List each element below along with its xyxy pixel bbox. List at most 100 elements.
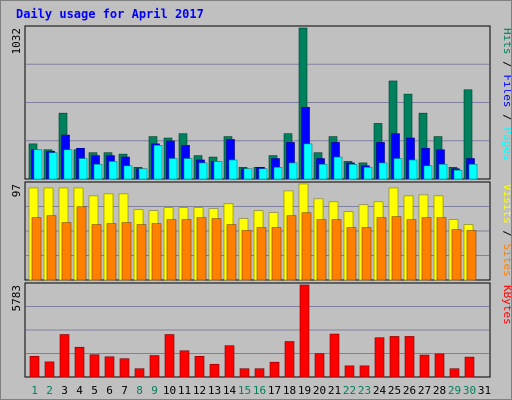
x-tick-day-24: 24 [373,384,387,397]
bar-kbytes-day-23 [359,365,370,378]
bar-kbytes-day-14 [224,345,235,378]
x-tick-day-9: 9 [151,384,158,397]
bar-pages-day-2 [48,152,58,180]
x-tick-day-23: 23 [358,384,371,397]
bar-pages-day-20 [318,164,328,180]
bar-sites-day-26 [406,219,417,281]
bar-pages-day-9 [153,145,163,180]
x-tick-day-14: 14 [223,384,237,397]
bar-pages-day-27 [423,165,433,180]
bar-kbytes-day-25 [389,336,400,378]
bar-pages-day-28 [438,164,448,180]
x-tick-day-6: 6 [106,384,113,397]
side-legend: Visits / Sites [501,184,511,277]
legend-sites: Sites [501,244,511,277]
bar-pages-day-24 [378,162,388,180]
x-tick-day-31: 31 [478,384,491,397]
bar-sites-day-6 [106,223,117,281]
x-tick-day-12: 12 [193,384,206,397]
bar-sites-day-28 [436,217,447,281]
bar-sites-day-16 [256,227,267,281]
bar-pages-day-16 [258,168,268,180]
bar-sites-day-1 [31,217,42,281]
bar-kbytes-day-3 [59,334,70,378]
bar-kbytes-day-5 [89,354,100,378]
legend-hits: Hits [501,28,511,55]
bar-sites-day-25 [391,216,402,281]
x-tick-day-30: 30 [463,384,476,397]
bar-pages-day-8 [138,168,148,180]
bar-sites-day-29 [451,229,462,281]
bar-sites-day-18 [286,215,297,281]
bar-pages-day-15 [243,168,253,180]
x-tick-day-2: 2 [46,384,53,397]
bar-pages-day-12 [198,162,208,180]
bar-sites-day-13 [211,218,222,281]
bar-sites-day-19 [301,212,312,281]
bar-sites-day-23 [361,227,372,281]
bar-kbytes-day-2 [44,361,55,378]
bar-kbytes-day-29 [449,368,460,378]
bar-sites-day-17 [271,227,282,281]
bar-pages-day-10 [168,158,178,180]
bar-sites-day-12 [196,217,207,281]
bar-sites-day-22 [346,227,357,281]
x-tick-day-5: 5 [91,384,98,397]
x-tick-day-11: 11 [178,384,191,397]
bar-kbytes-day-28 [434,353,445,378]
side-legend: KBytes [501,285,511,325]
axis-max-label: 1032 [10,28,23,55]
bar-kbytes-day-10 [164,334,175,378]
x-tick-day-15: 15 [238,384,251,397]
bar-pages-day-18 [288,162,298,180]
x-tick-day-21: 21 [328,384,341,397]
x-tick-day-22: 22 [343,384,356,397]
x-tick-day-16: 16 [253,384,266,397]
bar-kbytes-day-12 [194,356,205,378]
axis-max-label: 97 [10,184,23,197]
x-tick-day-10: 10 [163,384,176,397]
legend-separator: / [501,55,511,75]
x-tick-day-25: 25 [388,384,401,397]
x-tick-day-1: 1 [31,384,38,397]
bar-pages-day-25 [393,158,403,180]
bar-kbytes-day-6 [104,356,115,378]
bar-pages-day-1 [33,149,43,180]
legend-separator: / [501,224,511,244]
bar-kbytes-day-19 [299,284,310,378]
bar-kbytes-day-16 [254,368,265,378]
legend-files: Files [501,74,511,107]
bar-kbytes-day-26 [404,336,415,378]
bar-pages-day-26 [408,159,418,180]
bar-pages-day-23 [363,166,373,180]
x-tick-day-8: 8 [136,384,143,397]
legend-kbytes: KBytes [501,285,511,325]
chart-title: Daily usage for April 2017 [16,7,204,21]
x-tick-day-7: 7 [121,384,128,397]
bar-kbytes-day-20 [314,353,325,378]
bar-pages-day-17 [273,166,283,180]
x-tick-day-18: 18 [283,384,296,397]
bar-kbytes-day-21 [329,333,340,378]
bar-sites-day-15 [241,230,252,281]
x-tick-day-26: 26 [403,384,416,397]
bar-sites-day-14 [226,224,237,281]
bar-sites-day-2 [46,215,57,281]
bar-sites-day-27 [421,217,432,281]
x-tick-day-19: 19 [298,384,311,397]
bar-pages-day-4 [78,158,88,180]
bar-pages-day-3 [63,149,73,180]
x-tick-day-28: 28 [433,384,446,397]
bar-sites-day-4 [76,206,87,281]
bar-pages-day-11 [183,158,193,180]
bar-pages-day-13 [213,161,223,180]
legend-visits: Visits [501,184,511,224]
bar-pages-day-30 [468,164,478,180]
axis-max-label: 5783 [10,285,23,312]
bar-sites-day-30 [466,230,477,281]
bar-sites-day-5 [91,224,102,281]
x-tick-day-27: 27 [418,384,431,397]
x-tick-day-3: 3 [61,384,68,397]
bar-sites-day-7 [121,222,132,281]
side-legend: Hits / Files / Pages [501,28,511,161]
